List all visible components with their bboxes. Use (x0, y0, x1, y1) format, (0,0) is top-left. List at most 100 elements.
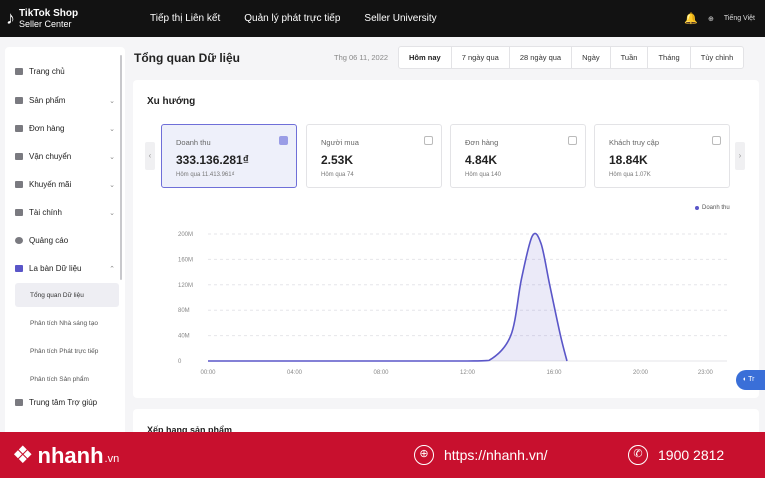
metric-card-buyers[interactable]: Người mua 2.53K Hôm qua 74 (306, 124, 442, 188)
globe-icon: ⊕ (414, 445, 434, 465)
legend-label: Doanh thu (702, 205, 730, 211)
language-selector[interactable]: Tiếng Việt (723, 15, 755, 22)
nhanh-logo[interactable]: ❖ nhanh .vn (12, 441, 119, 470)
hotline[interactable]: ✆ 1900 2812 (628, 445, 724, 465)
sidebar-subitem-overview[interactable]: Tổng quan Dữ liệu (30, 292, 84, 299)
sidebar-item-products[interactable]: Sản phẩm ⌄ (15, 96, 115, 105)
metric-value: 2.53K (321, 153, 354, 167)
phone-number: 1900 2812 (658, 447, 725, 463)
bell-icon[interactable]: 🔔 (684, 13, 698, 25)
sidebar-item-label: Sản phẩm (29, 96, 66, 105)
metric-card-visitors[interactable]: Khách truy cập 18.84K Hôm qua 1.07K (594, 124, 730, 188)
bar-chart-icon (15, 265, 23, 272)
x-tick-label: 16:00 (546, 370, 562, 376)
product-ranking-title: Xếp hạng sản phẩm (147, 425, 233, 435)
chevron-down-icon: ⌄ (109, 209, 115, 217)
metric-label: Đơn hàng (465, 138, 499, 147)
y-tick-label: 40M (178, 334, 190, 340)
nav-affiliate[interactable]: Tiếp thị Liên kết (150, 13, 221, 24)
top-bar: ♪ TikTok Shop Seller Center Tiếp thị Liên… (0, 0, 765, 37)
y-tick-label: 160M (178, 257, 193, 263)
tab-28-days[interactable]: 28 ngày qua (510, 47, 573, 68)
sidebar-item-shipping[interactable]: Vận chuyển ⌄ (15, 152, 115, 161)
support-chat-label: Tr (748, 376, 755, 383)
megaphone-icon (15, 181, 23, 188)
website-link[interactable]: ⊕ https://nhanh.vn/ (414, 445, 548, 465)
tab-month[interactable]: Tháng (648, 47, 691, 68)
trend-title: Xu hướng (147, 96, 196, 107)
sidebar-item-finance[interactable]: Tài chính ⌄ (15, 208, 115, 217)
chevron-down-icon: ⌄ (109, 181, 115, 189)
sidebar-scrollbar[interactable] (120, 55, 122, 280)
tab-custom[interactable]: Tùy chỉnh (700, 53, 734, 62)
metric-label: Doanh thu (176, 138, 211, 147)
sidebar-item-help-center[interactable]: Trung tâm Trợ giúp (15, 398, 115, 407)
x-tick-label: 12:00 (460, 370, 476, 376)
sidebar-item-ads[interactable]: Quảng cáo (15, 236, 115, 245)
y-tick-label: 0 (178, 359, 182, 365)
sidebar-item-label: Trang chủ (29, 67, 65, 76)
tab-7-days[interactable]: 7 ngày qua (452, 47, 510, 68)
metric-compare: Hôm qua 1.07K (609, 172, 651, 178)
product-icon (15, 97, 23, 104)
metric-value: 333.136.281₫ (176, 153, 249, 167)
x-tick-label: 00:00 (200, 370, 216, 376)
sidebar-item-promotions[interactable]: Khuyến mãi ⌄ (15, 180, 115, 189)
nav-live[interactable]: Quản lý phát trực tiếp (244, 13, 341, 24)
metric-compare: Hôm qua 140 (465, 172, 502, 178)
metric-checkbox[interactable] (279, 136, 288, 145)
x-tick-label: 08:00 (373, 370, 389, 376)
chevron-left-icon[interactable]: ‹ (145, 142, 155, 170)
chevron-down-icon: ⌄ (109, 97, 115, 105)
sidebar-item-label: Đơn hàng (29, 124, 65, 133)
website-url: https://nhanh.vn/ (444, 447, 548, 463)
nhanh-emblem-icon: ❖ (12, 442, 34, 469)
sidebar-item-label: Trung tâm Trợ giúp (29, 398, 98, 407)
sidebar-subitem-live[interactable]: Phân tích Phát trực tiếp (30, 348, 99, 355)
chevron-right-icon[interactable]: › (735, 142, 745, 170)
sidebar-item-home[interactable]: Trang chủ (15, 67, 115, 76)
sidebar-subitem-creators[interactable]: Phân tích Nhà sáng tạo (30, 320, 98, 327)
sidebar-item-label: Tài chính (29, 208, 62, 217)
page-title: Tổng quan Dữ liệu (134, 51, 241, 65)
sidebar-item-orders[interactable]: Đơn hàng ⌄ (15, 124, 115, 133)
metric-label: Người mua (321, 138, 359, 147)
chevron-up-icon: ⌃ (109, 265, 115, 273)
legend-dot (695, 206, 699, 210)
tab-today[interactable]: Hôm nay (399, 47, 452, 68)
logo-brand: TikTok Shop (19, 8, 79, 19)
home-icon (15, 68, 23, 75)
tiktok-shop-logo[interactable]: ♪ TikTok Shop Seller Center (6, 8, 124, 29)
sidebar-item-label: Khuyến mãi (29, 180, 72, 189)
support-chat-button[interactable]: ◖ Tr (736, 370, 765, 390)
metric-checkbox[interactable] (424, 136, 433, 145)
globe-icon: ⊕ (707, 15, 714, 23)
tab-week[interactable]: Tuần (611, 47, 649, 68)
nhanh-banner: ❖ nhanh .vn ⊕ https://nhanh.vn/ ✆ 1900 2… (0, 432, 765, 478)
metric-card-orders[interactable]: Đơn hàng 4.84K Hôm qua 140 (450, 124, 586, 188)
x-tick-label: 23:00 (698, 370, 714, 376)
date-label: Thg 06 11, 2022 (334, 53, 389, 62)
chart-area-fill (208, 233, 567, 361)
trend-card: Xu hướng ‹ › Doanh thu 333.136.281₫ Hôm … (133, 80, 759, 398)
metric-checkbox[interactable] (568, 136, 577, 145)
y-tick-label: 120M (178, 283, 193, 289)
metric-checkbox[interactable] (712, 136, 721, 145)
chart-series-line (208, 232, 568, 362)
chevron-down-icon: ⌄ (109, 125, 115, 133)
sidebar-subitem-products[interactable]: Phân tích Sản phẩm (30, 376, 89, 383)
tab-day[interactable]: Ngày (572, 47, 611, 68)
ads-icon (15, 237, 23, 244)
sidebar: Trang chủ Sản phẩm ⌄ Đơn hàng ⌄ Vận chuyển… (5, 47, 125, 442)
metric-compare: Hôm qua 11.413.961₫ (176, 172, 235, 178)
brand-name: nhanh (37, 442, 104, 468)
sidebar-item-label: Vận chuyển (29, 152, 72, 161)
tiktok-icon: ♪ (6, 8, 15, 28)
metric-card-revenue[interactable]: Doanh thu 333.136.281₫ Hôm qua 11.413.96… (161, 124, 297, 188)
help-icon (15, 399, 23, 406)
chevron-down-icon: ⌄ (109, 153, 115, 161)
order-icon (15, 125, 23, 132)
x-tick-label: 04:00 (287, 370, 303, 376)
sidebar-item-data-compass[interactable]: La bàn Dữ liệu ⌃ (15, 264, 115, 273)
nav-university[interactable]: Seller University (364, 13, 437, 24)
